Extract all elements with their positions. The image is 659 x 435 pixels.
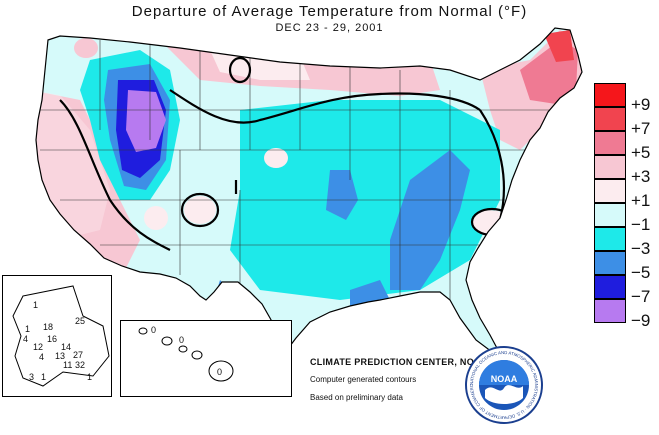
alaska-value: 1 <box>33 300 39 310</box>
legend-label: +3 <box>631 167 651 186</box>
alaska-value: 4 <box>23 334 29 344</box>
legend-label: −1 <box>631 215 651 234</box>
alaska-value: 27 <box>73 350 84 360</box>
alaska-value: 4 <box>39 352 45 362</box>
alaska-value: 14 <box>61 342 72 352</box>
legend-label: −5 <box>631 263 651 282</box>
alaska-value: 18 <box>43 322 54 332</box>
state-boundaries <box>36 40 582 300</box>
noaa-acronym: NOAA <box>491 374 518 384</box>
legend-swatch <box>594 131 626 155</box>
legend-swatch <box>594 203 626 227</box>
alaska-value: 13 <box>55 351 66 361</box>
legend-label: +7 <box>631 119 651 138</box>
alaska-inset: 25 18 16 14 12 13 27 11 32 1 4 4 1 3 1 1 <box>2 275 112 397</box>
legend-swatch <box>594 83 626 107</box>
legend-swatch <box>594 155 626 179</box>
alaska-value: 3 <box>29 372 35 382</box>
map-title: Departure of Average Temperature from No… <box>131 3 528 20</box>
legend-label: −7 <box>631 287 651 306</box>
us-outline <box>35 27 583 353</box>
credit-center: CLIMATE PREDICTION CENTER, NOAA <box>310 357 488 367</box>
alaska-value: 25 <box>75 316 86 326</box>
legend-label: +1 <box>631 191 651 210</box>
alaska-value: 1 <box>41 372 47 382</box>
hawaii-value: 0 <box>217 367 223 377</box>
hawaii-value: 0 <box>179 335 185 345</box>
alaska-value: 16 <box>47 334 58 344</box>
legend-swatch <box>594 275 626 299</box>
legend-label: −3 <box>631 239 651 258</box>
alaska-outline <box>12 285 110 387</box>
alaska-value: 1 <box>25 324 31 334</box>
legend-label: +9 <box>631 95 651 114</box>
map-date-range: DEC 23 - 29, 2001 <box>275 22 384 34</box>
legend-swatch <box>594 299 626 323</box>
legend-swatch <box>594 227 626 251</box>
legend-label: +5 <box>631 143 651 162</box>
hawaii-value: 0 <box>151 325 157 335</box>
alaska-value: 32 <box>75 360 86 370</box>
zero-contours <box>59 56 514 251</box>
legend-swatch <box>594 179 626 203</box>
credit-line1: Computer generated contours <box>310 375 417 384</box>
alaska-value: 1 <box>87 372 93 382</box>
noaa-logo: NOAA NATIONAL OCEANIC AND ATMOSPHERIC AD… <box>465 346 543 424</box>
alaska-value: 11 <box>63 360 73 370</box>
legend-label: −9 <box>631 311 651 330</box>
hawaii-outline <box>138 327 234 382</box>
legend-swatch <box>594 251 626 275</box>
alaska-value: 12 <box>33 342 44 352</box>
credit-line2: Based on preliminary data <box>310 393 403 402</box>
legend-swatch <box>594 107 626 131</box>
hawaii-inset: 0 0 0 <box>120 320 292 397</box>
